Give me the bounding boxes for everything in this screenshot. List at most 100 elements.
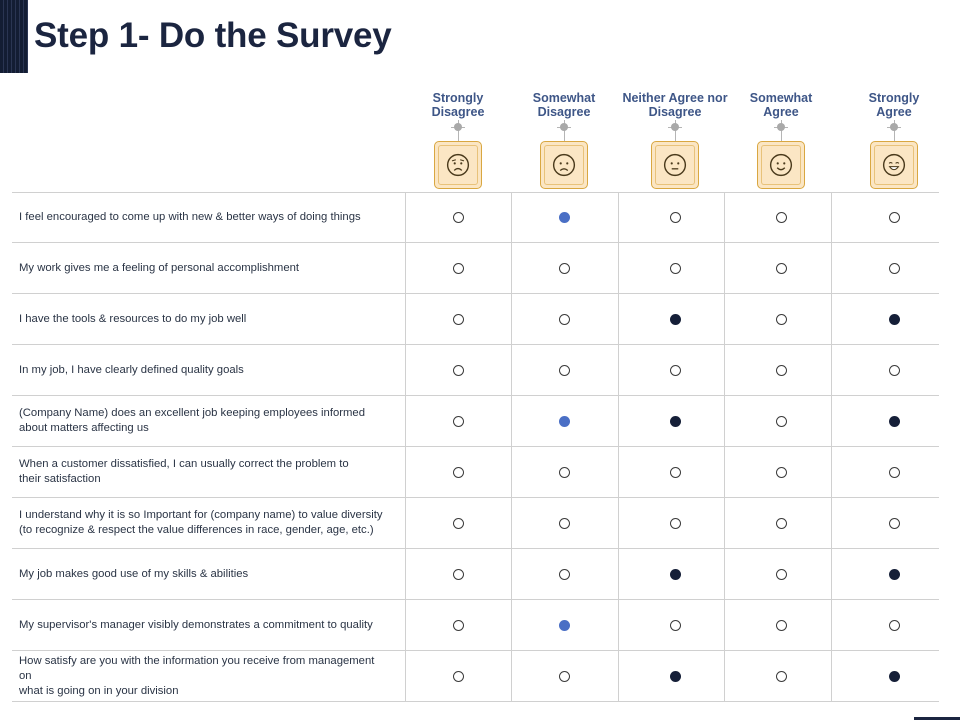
column-divider: [511, 193, 512, 242]
column-divider: [405, 345, 406, 395]
radio-option-5-selected[interactable]: [888, 670, 900, 682]
radio-option-1[interactable]: [452, 364, 464, 376]
column-divider: [724, 193, 725, 242]
column-divider: [724, 549, 725, 599]
column-divider: [511, 498, 512, 548]
radio-option-1[interactable]: [452, 212, 464, 223]
column-divider: [618, 396, 619, 446]
table-row: My job makes good use of my skills & abi…: [12, 549, 939, 600]
radio-option-2-selected[interactable]: [558, 212, 570, 223]
survey-statement: How satisfy are you with the information…: [19, 654, 375, 697]
radio-option-4[interactable]: [775, 670, 787, 682]
radio-option-5-selected[interactable]: [888, 568, 900, 580]
radio-option-4[interactable]: [775, 517, 787, 529]
column-divider: [831, 447, 832, 497]
radio-option-3[interactable]: [669, 517, 681, 529]
connector-dot: [777, 123, 785, 131]
column-divider: [405, 600, 406, 650]
column-divider: [405, 498, 406, 548]
column-divider: [511, 447, 512, 497]
radio-option-3[interactable]: [669, 466, 681, 478]
column-divider: [724, 243, 725, 293]
radio-option-2[interactable]: [558, 364, 570, 376]
radio-option-3-selected[interactable]: [669, 568, 681, 580]
column-divider: [405, 549, 406, 599]
radio-option-5-selected[interactable]: [888, 415, 900, 427]
radio-option-4[interactable]: [775, 262, 787, 274]
survey-statement: In my job, I have clearly defined qualit…: [19, 363, 244, 376]
survey-statement: I feel encouraged to come up with new & …: [19, 211, 361, 223]
radio-option-2-selected[interactable]: [558, 415, 570, 427]
radio-option-4[interactable]: [775, 313, 787, 325]
column-divider: [511, 294, 512, 344]
radio-option-1[interactable]: [452, 670, 464, 682]
column-divider: [511, 243, 512, 293]
radio-option-3-selected[interactable]: [669, 313, 681, 325]
radio-option-5[interactable]: [888, 619, 900, 631]
radio-option-2[interactable]: [558, 670, 570, 682]
radio-option-5[interactable]: [888, 212, 900, 223]
radio-option-4[interactable]: [775, 466, 787, 478]
column-divider: [724, 651, 725, 701]
radio-option-5[interactable]: [888, 364, 900, 376]
survey-statement: I have the tools & resources to do my jo…: [19, 312, 247, 325]
radio-option-3[interactable]: [669, 262, 681, 274]
column-divider: [724, 600, 725, 650]
radio-option-1[interactable]: [452, 415, 464, 427]
radio-option-2[interactable]: [558, 313, 570, 325]
column-divider: [618, 498, 619, 548]
column-divider: [831, 651, 832, 701]
table-row: How satisfy are you with the information…: [12, 651, 939, 702]
table-row: I feel encouraged to come up with new & …: [12, 192, 939, 243]
column-divider: [831, 396, 832, 446]
radio-option-1[interactable]: [452, 466, 464, 478]
radio-option-5[interactable]: [888, 517, 900, 529]
radio-option-5[interactable]: [888, 466, 900, 478]
radio-option-1[interactable]: [452, 262, 464, 274]
radio-option-1[interactable]: [452, 517, 464, 529]
column-header-4: Somewhat Agree: [749, 91, 813, 119]
table-row: In my job, I have clearly defined qualit…: [12, 345, 939, 396]
survey-statement: My supervisor's manager visibly demonstr…: [19, 618, 373, 631]
survey-statement: My work gives me a feeling of personal a…: [19, 261, 300, 274]
radio-option-5[interactable]: [888, 262, 900, 274]
connector-dot: [454, 123, 462, 131]
radio-option-1[interactable]: [452, 619, 464, 631]
column-divider: [724, 447, 725, 497]
column-divider: [618, 345, 619, 395]
radio-option-5-selected[interactable]: [888, 313, 900, 325]
column-divider: [831, 345, 832, 395]
radio-option-4[interactable]: [775, 415, 787, 427]
column-divider: [405, 651, 406, 701]
radio-option-2[interactable]: [558, 517, 570, 529]
radio-option-2[interactable]: [558, 568, 570, 580]
column-divider: [405, 294, 406, 344]
radio-option-3-selected[interactable]: [669, 670, 681, 682]
corner-accent-block: [0, 0, 28, 73]
radio-option-2[interactable]: [558, 466, 570, 478]
column-divider: [405, 447, 406, 497]
neutral-face-icon: [651, 141, 699, 189]
radio-option-4[interactable]: [775, 619, 787, 631]
table-row: I have the tools & resources to do my jo…: [12, 294, 939, 345]
radio-option-2-selected[interactable]: [558, 619, 570, 631]
column-divider: [618, 651, 619, 701]
radio-option-3[interactable]: [669, 212, 681, 223]
radio-option-4[interactable]: [775, 568, 787, 580]
radio-option-3-selected[interactable]: [669, 415, 681, 427]
radio-option-3[interactable]: [669, 619, 681, 631]
connector-dot: [671, 123, 679, 131]
column-divider: [618, 600, 619, 650]
radio-option-1[interactable]: [452, 313, 464, 325]
table-row: I understand why it is so Important for …: [12, 498, 939, 549]
column-divider: [831, 549, 832, 599]
column-divider: [618, 549, 619, 599]
radio-option-2[interactable]: [558, 262, 570, 274]
column-divider: [724, 396, 725, 446]
radio-option-4[interactable]: [775, 364, 787, 376]
radio-option-1[interactable]: [452, 568, 464, 580]
radio-option-3[interactable]: [669, 364, 681, 376]
radio-option-4[interactable]: [775, 212, 787, 223]
column-divider: [405, 243, 406, 293]
column-divider: [511, 651, 512, 701]
